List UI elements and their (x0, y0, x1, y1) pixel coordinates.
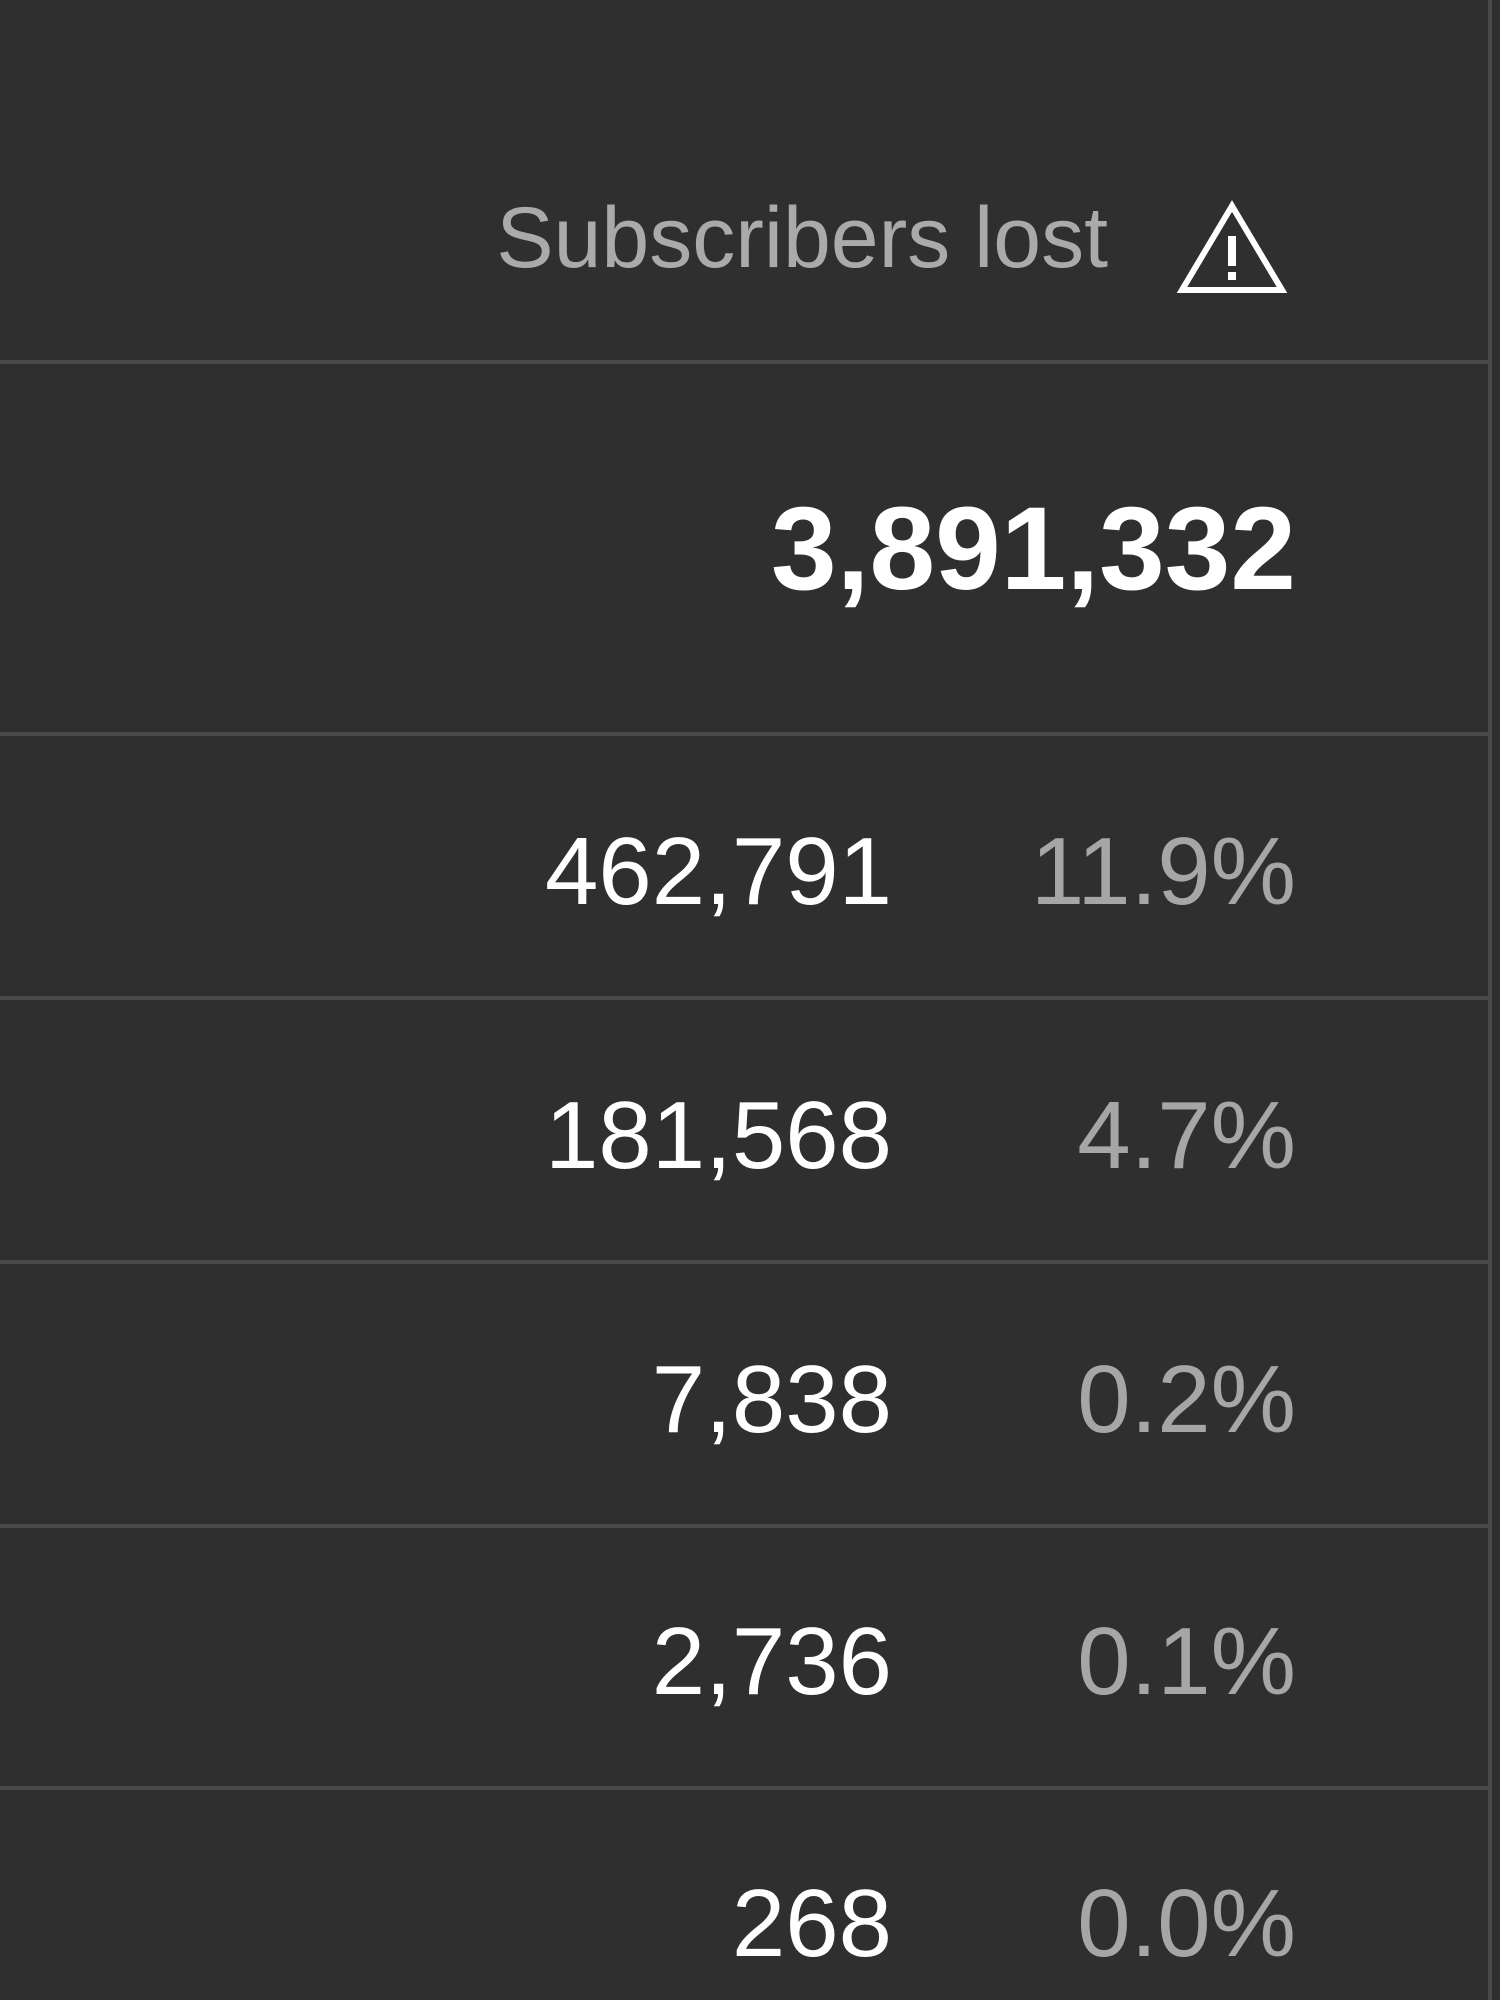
row-divider (0, 996, 1488, 1000)
total-divider (0, 732, 1488, 736)
header-divider (0, 360, 1488, 364)
row-divider (0, 1260, 1488, 1264)
row-percent: 0.1% (1077, 1608, 1296, 1715)
row-value: 7,838 (651, 1346, 892, 1453)
row-divider (0, 1524, 1488, 1528)
row-divider (0, 1786, 1488, 1790)
column-header-subscribers-lost[interactable]: Subscribers lost (496, 190, 1108, 286)
row-value: 2,736 (651, 1608, 892, 1715)
row-value: 268 (731, 1870, 892, 1977)
row-percent: 11.9% (1030, 818, 1296, 925)
right-gutter (1492, 0, 1500, 2000)
row-value: 462,791 (544, 818, 892, 925)
total-value: 3,891,332 (771, 483, 1296, 615)
row-percent: 4.7% (1077, 1082, 1296, 1189)
warning-icon[interactable] (1176, 200, 1288, 296)
row-value: 181,568 (544, 1082, 892, 1189)
column-border (1488, 0, 1492, 2000)
row-percent: 0.0% (1077, 1870, 1296, 1977)
table-header: Subscribers lost (0, 0, 1488, 360)
row-percent: 0.2% (1077, 1346, 1296, 1453)
